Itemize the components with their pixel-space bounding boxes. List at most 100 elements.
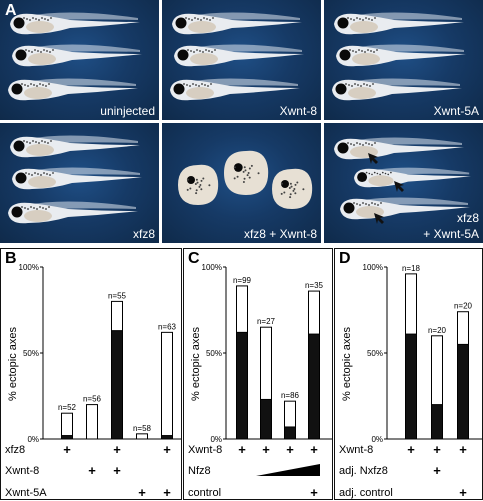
tadpole	[332, 78, 462, 101]
panel-b-chart: B % ectopic axes 0% 50% 100% n=52 n=56 n=55 n=…	[0, 248, 182, 500]
pigment-dot	[372, 83, 374, 85]
pigment-dot	[353, 202, 355, 204]
tadpoles-image	[8, 135, 142, 224]
pigment-dot	[371, 202, 373, 204]
y-tick-label: 0%	[210, 435, 222, 444]
bar-total	[86, 404, 98, 440]
pigment-dot	[189, 85, 191, 87]
pigment-dot	[280, 192, 283, 195]
tile-xwnt8: Xwnt-8	[162, 0, 321, 120]
pigment-dot	[52, 49, 54, 51]
tile-xwnt5a: Xwnt-5A	[324, 0, 483, 120]
pigment-dot	[356, 17, 358, 19]
pigment-dot	[199, 184, 202, 186]
bar-n-label: n=18	[402, 264, 421, 273]
bar-black	[161, 435, 173, 440]
tile-label-line2: + Xwnt-5A	[423, 227, 479, 241]
row-label: Nfz8	[188, 465, 211, 477]
pigment-dot	[34, 49, 36, 51]
pigment-dot	[351, 85, 353, 87]
pigment-dot	[21, 206, 23, 208]
tadpole	[340, 197, 470, 220]
tadpole	[336, 44, 466, 67]
tadpole	[334, 12, 464, 35]
pigment-dot	[199, 50, 201, 52]
pigment-dot	[25, 172, 27, 174]
plus-mark: +	[262, 442, 270, 457]
pigment-dot	[42, 84, 44, 86]
pigment-dot	[183, 83, 185, 85]
tadpole	[8, 201, 138, 224]
pigment-dot	[46, 50, 48, 52]
row-label: adj. Nxfz8	[339, 465, 388, 477]
pigment-dot	[208, 184, 211, 187]
pigment-dot	[29, 19, 31, 21]
plus-mark: +	[88, 463, 96, 478]
bar-n-label: n=27	[257, 317, 276, 326]
embryo-body	[224, 150, 269, 195]
pigment-dot	[39, 83, 41, 85]
plus-mark: +	[310, 485, 318, 500]
pigment-dot	[345, 83, 347, 85]
pigment-dot	[39, 206, 41, 208]
pigment-dot	[359, 204, 361, 206]
pigment-dot	[373, 171, 376, 174]
pigment-dot	[197, 18, 199, 20]
pigment-dot	[246, 174, 249, 177]
pigment-dot	[203, 17, 205, 19]
pigment-dot	[200, 19, 202, 21]
row-label: Xwnt-8	[188, 444, 222, 456]
pigment-dot	[348, 84, 350, 86]
pigment-dot	[194, 182, 197, 185]
pigment-dot	[353, 19, 355, 21]
plus-mark: +	[433, 442, 441, 457]
pigment-dot	[212, 17, 214, 19]
pigment-dot	[48, 206, 50, 208]
pigment-dot	[353, 144, 355, 146]
row-label: control	[188, 487, 221, 499]
pigment-dot	[365, 203, 367, 205]
pigment-dot	[47, 19, 49, 21]
pigment-dot	[365, 171, 368, 174]
pigment-dot	[35, 141, 37, 143]
pigment-dot	[188, 18, 190, 20]
arrow-icon	[374, 213, 384, 224]
plus-mark: +	[459, 485, 467, 500]
tile-label: xfz8 + Xwnt-8	[243, 227, 317, 241]
pigment-dot	[387, 173, 390, 176]
panel-c-chart: C % ectopic axes 0% 50% 100% n=99 n=27 n=86 n=…	[183, 248, 333, 500]
pigment-dot	[24, 84, 26, 86]
pigment-dot	[376, 172, 379, 175]
plus-mark: +	[459, 442, 467, 457]
pigment-dot	[357, 84, 359, 86]
pigment-dot	[283, 191, 286, 194]
pigment-dot	[26, 18, 28, 20]
pigment-dot	[355, 51, 357, 53]
tadpole	[174, 44, 304, 67]
pigment-dot	[186, 188, 189, 191]
panel-d-chart: D % ectopic axes 0% 50% 100% n=18 n=20 n=20 Xw…	[334, 248, 483, 500]
tadpole-yolk	[24, 87, 52, 99]
bar-total	[136, 433, 148, 440]
row-label: xfz8	[5, 444, 25, 456]
y-tick-label: 0%	[27, 435, 39, 444]
tadpole	[170, 78, 300, 101]
pigment-dot	[356, 142, 358, 144]
tadpole	[10, 135, 140, 158]
tadpole	[354, 167, 471, 188]
pigment-dot	[30, 206, 32, 208]
y-tick-label: 0%	[371, 435, 383, 444]
pigment-dot	[52, 172, 54, 174]
tadpole	[12, 167, 142, 190]
tadpole-eye	[173, 83, 185, 95]
pigment-dot	[362, 144, 364, 146]
panel-letter-c: C	[188, 250, 200, 267]
panel-letter-b: B	[5, 250, 17, 267]
pigment-dot	[367, 49, 369, 51]
pigment-dot	[205, 49, 207, 51]
bar-total	[161, 331, 173, 440]
pigment-dot	[196, 49, 198, 51]
pigment-dot	[32, 17, 34, 19]
plus-mark: +	[238, 442, 246, 457]
eye	[187, 176, 195, 184]
